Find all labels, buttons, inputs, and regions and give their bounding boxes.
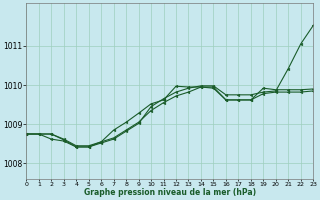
X-axis label: Graphe pression niveau de la mer (hPa): Graphe pression niveau de la mer (hPa) [84, 188, 256, 197]
